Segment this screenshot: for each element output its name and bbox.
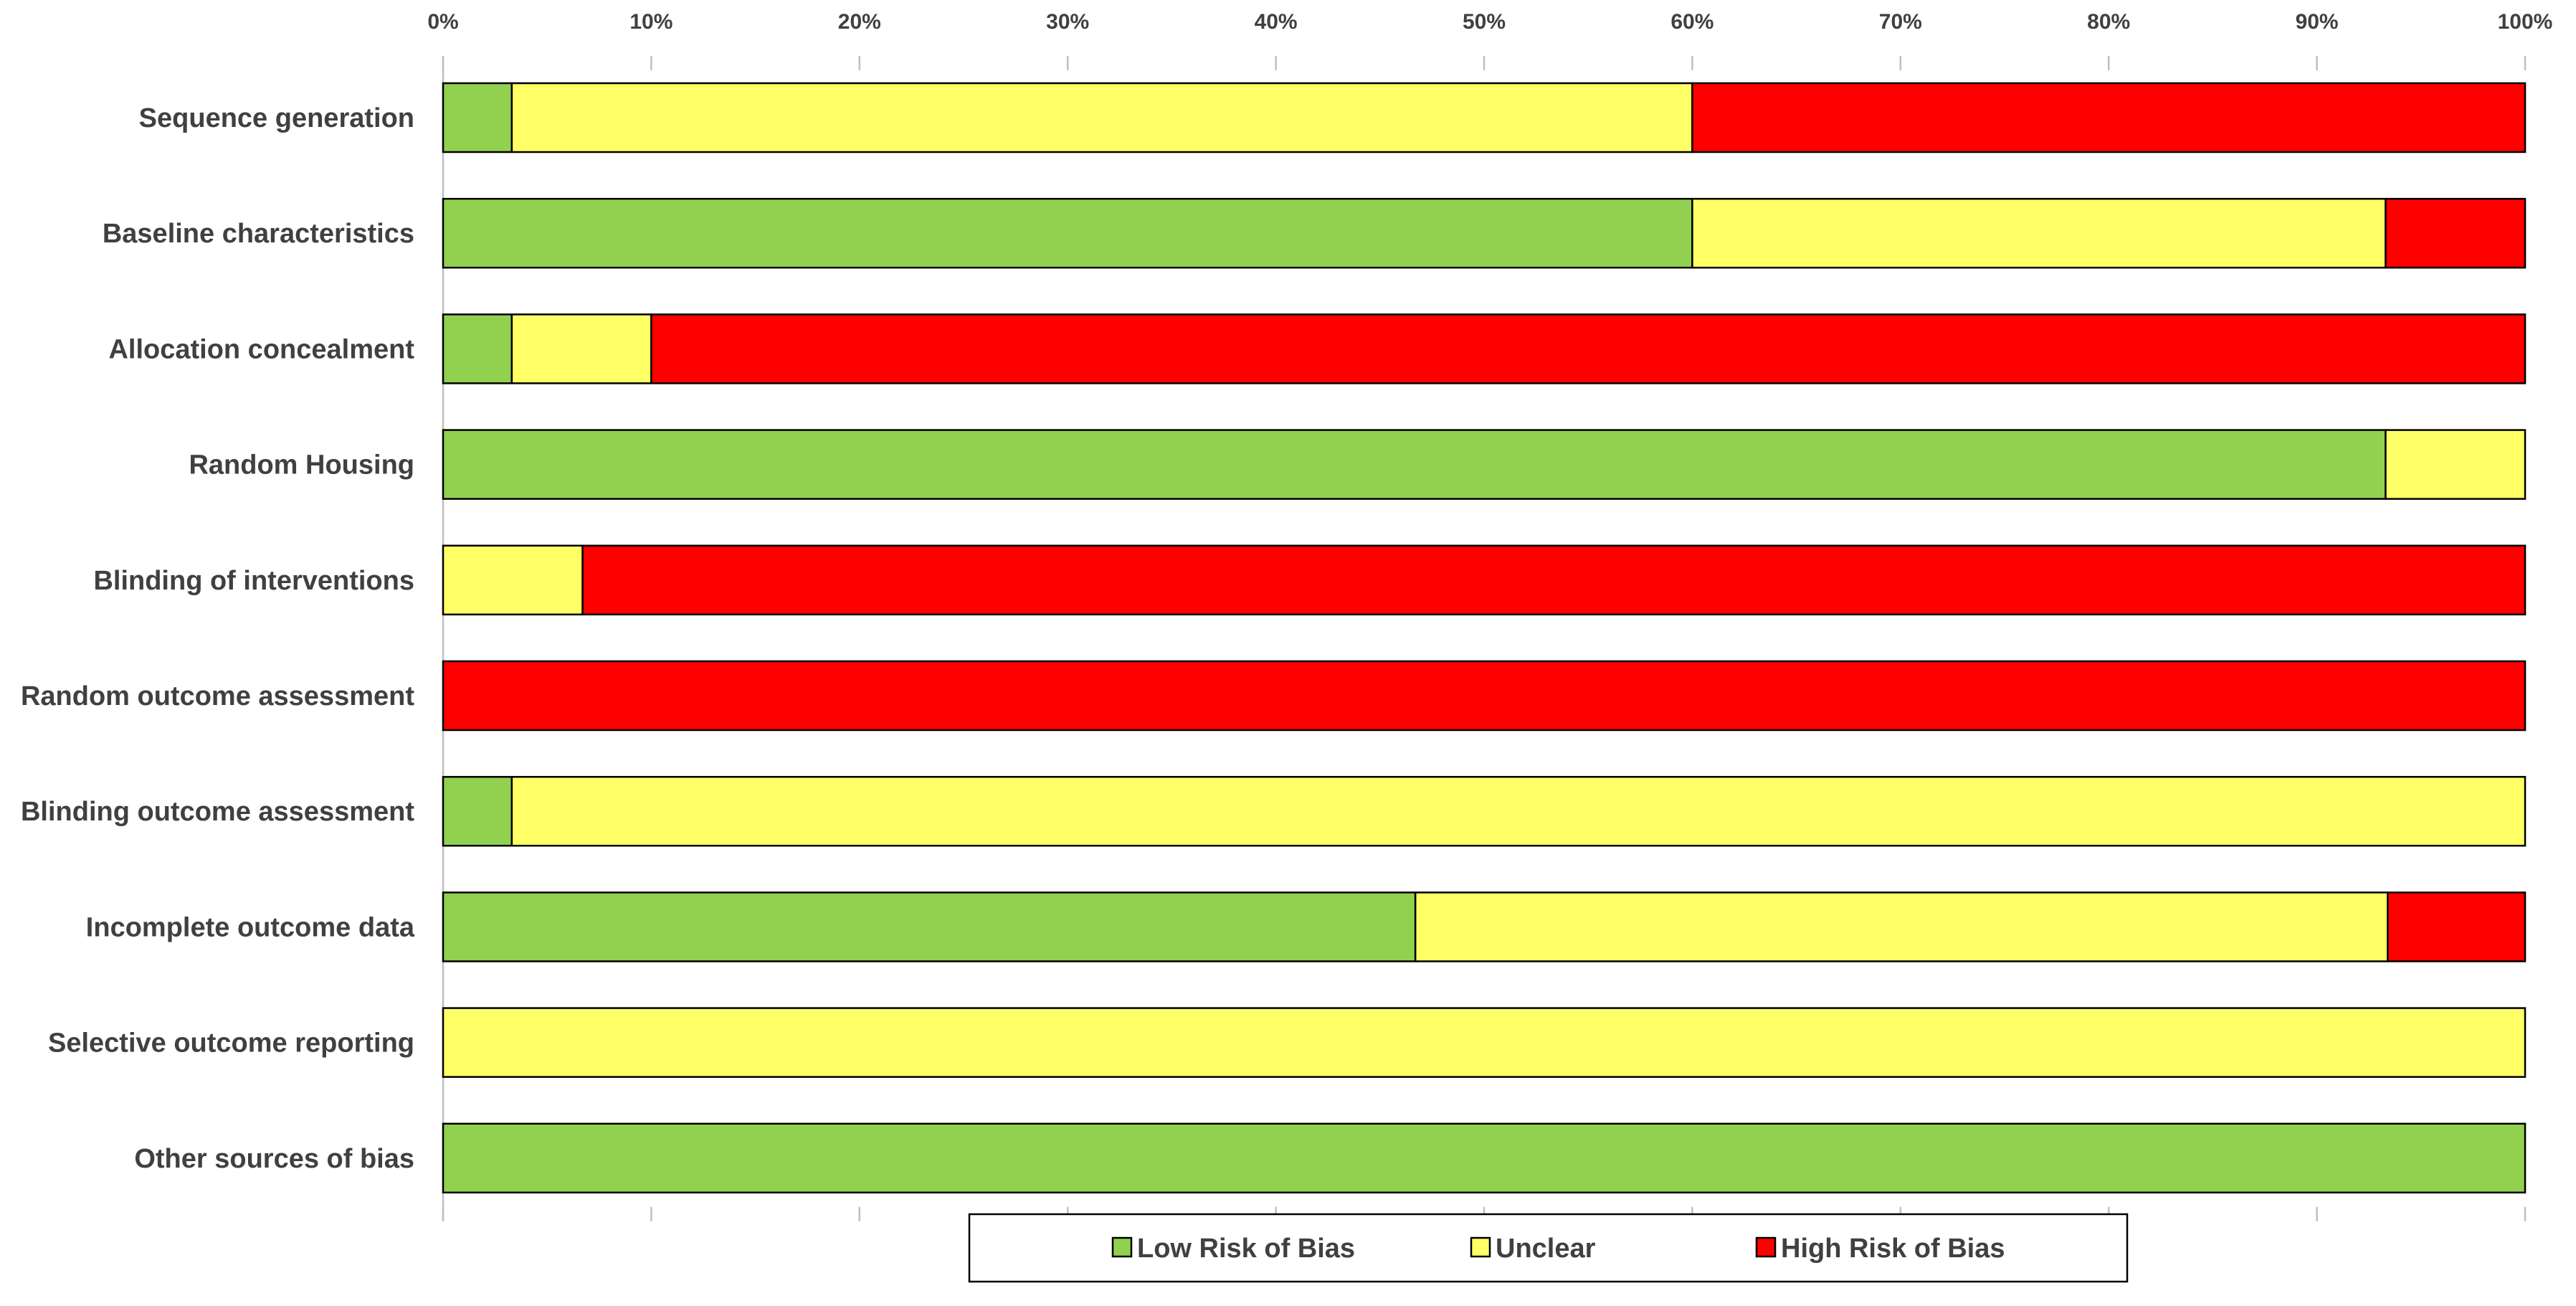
legend-box (968, 1213, 2129, 1283)
bar-segment (442, 313, 513, 384)
x-tick-label: 40% (1255, 10, 1298, 34)
x-tick-label: 100% (2498, 10, 2553, 34)
bar-segment (442, 660, 2527, 732)
bar-segment (2385, 197, 2527, 269)
bar-segment (442, 197, 1693, 269)
category-label: Baseline characteristics (103, 219, 414, 249)
x-tick-label: 90% (2296, 10, 2339, 34)
x-tick-label: 50% (1463, 10, 1506, 34)
x-tick-label: 60% (1670, 10, 1714, 34)
category-label: Incomplete outcome data (86, 912, 415, 942)
bar-segment (2385, 429, 2527, 500)
category-label: Random outcome assessment (21, 681, 414, 711)
category-label: Blinding outcome assessment (21, 797, 414, 827)
legend-swatch (1111, 1236, 1133, 1258)
category-label: Random Housing (189, 450, 414, 481)
category-label: Other sources of bias (134, 1144, 414, 1174)
bar-segment (581, 544, 2527, 616)
legend: Low Risk of Bias Unclear High Risk of Bias (968, 1213, 2129, 1283)
category-label: Allocation concealment (108, 334, 414, 364)
x-tick-label: 70% (1879, 10, 1922, 34)
bar-segment (510, 775, 2527, 847)
bar-segment (2387, 891, 2527, 962)
bar-segment (510, 82, 1693, 153)
x-tick-label: 10% (629, 10, 672, 34)
bar-segment (442, 82, 513, 153)
bar-segment (1414, 891, 2389, 962)
x-tick-label: 20% (838, 10, 881, 34)
legend-swatch (1470, 1236, 1491, 1258)
legend-swatch (1755, 1236, 1777, 1258)
bar-segment (442, 891, 1417, 962)
legend-label: Unclear (1496, 1234, 1596, 1264)
legend-label: High Risk of Bias (1781, 1234, 2005, 1264)
x-tick-label: 80% (2087, 10, 2130, 34)
category-label: Sequence generation (139, 103, 414, 133)
category-labels: Sequence generation Baseline characterist… (21, 103, 415, 1174)
bar-segment (442, 544, 584, 616)
category-label: Selective outcome reporting (48, 1028, 414, 1059)
x-tick-label: 30% (1046, 10, 1089, 34)
bar-segment (1691, 82, 2527, 153)
bar-segment (1691, 197, 2387, 269)
bar-segment (442, 775, 513, 847)
category-label: Blinding of interventions (93, 566, 414, 596)
bar-segment (510, 313, 652, 384)
bar-segment (442, 1007, 2527, 1078)
bars (442, 82, 2527, 1194)
bar-segment (650, 313, 2527, 384)
x-tick-label: 0% (427, 10, 458, 34)
bar-segment (442, 429, 2387, 500)
legend-label: Low Risk of Bias (1137, 1234, 1355, 1264)
bar-segment (442, 1122, 2527, 1194)
